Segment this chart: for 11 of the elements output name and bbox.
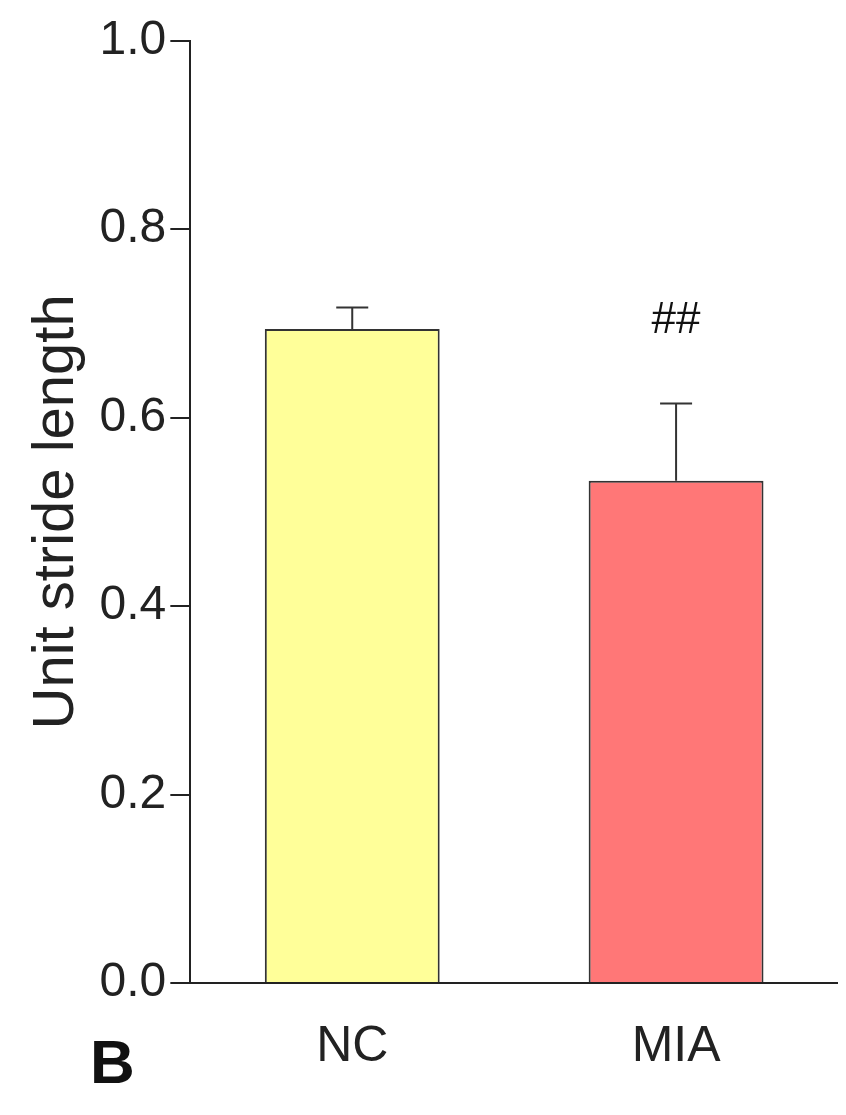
y-tick-label: 0.4 xyxy=(99,576,167,630)
text: B xyxy=(90,1027,135,1097)
y-tick-label: 0.0 xyxy=(99,953,167,1007)
x-tick-label: MIA xyxy=(631,1015,722,1072)
x-tick-label: NC xyxy=(316,1015,389,1072)
y-tick-label: 0.6 xyxy=(99,387,167,441)
annotation: ## xyxy=(651,292,702,342)
y-tick-label: 1.0 xyxy=(99,11,167,65)
y-axis-title: Unit stride length xyxy=(19,294,85,730)
y-tick-label: 0.8 xyxy=(99,199,167,253)
y-tick-label: 0.2 xyxy=(99,764,167,818)
